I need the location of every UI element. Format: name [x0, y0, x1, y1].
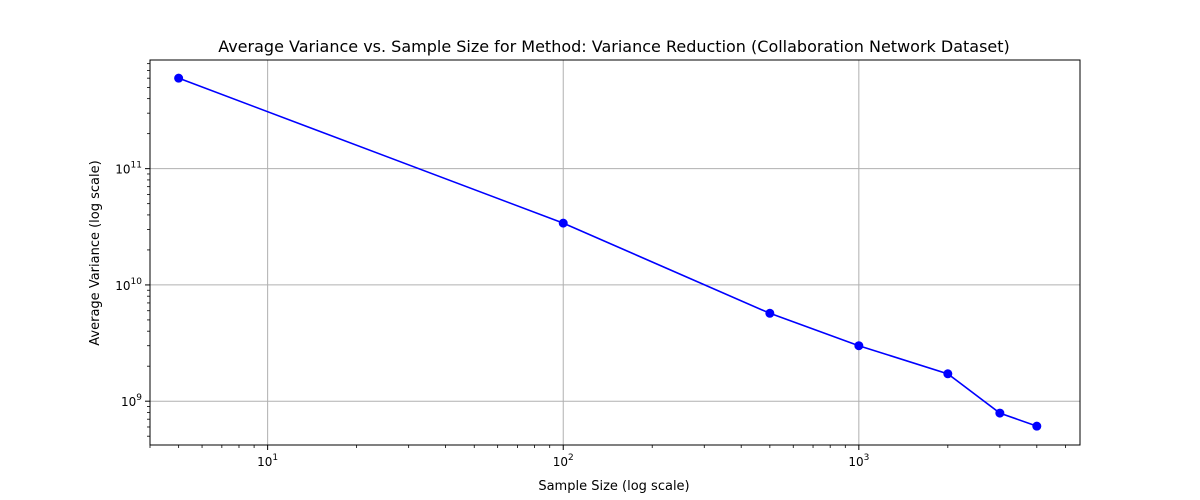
data-point: [854, 341, 864, 351]
x-tick-label: 102: [553, 453, 574, 469]
data-point: [943, 369, 953, 379]
x-tick-label: 103: [848, 453, 869, 469]
x-axis-label: Sample Size (log scale): [538, 479, 689, 494]
data-point: [1032, 421, 1042, 431]
data-point: [558, 218, 568, 228]
grid: [150, 60, 1080, 445]
y-tick-label: 109: [121, 393, 142, 409]
x-tick-label: 101: [257, 453, 278, 469]
plot-area-frame: [149, 59, 1081, 446]
y-axis-label: Average Variance (log scale): [88, 160, 103, 345]
series: [174, 73, 1042, 431]
data-point: [174, 73, 184, 83]
data-point: [995, 408, 1005, 418]
y-tick-label: 1011: [115, 161, 142, 177]
y-tick-label: 1010: [115, 277, 142, 293]
chart-title: Average Variance vs. Sample Size for Met…: [218, 37, 1010, 56]
data-point: [765, 308, 775, 318]
major-ticks: 101 102 103 109 1010 1011: [115, 161, 869, 469]
